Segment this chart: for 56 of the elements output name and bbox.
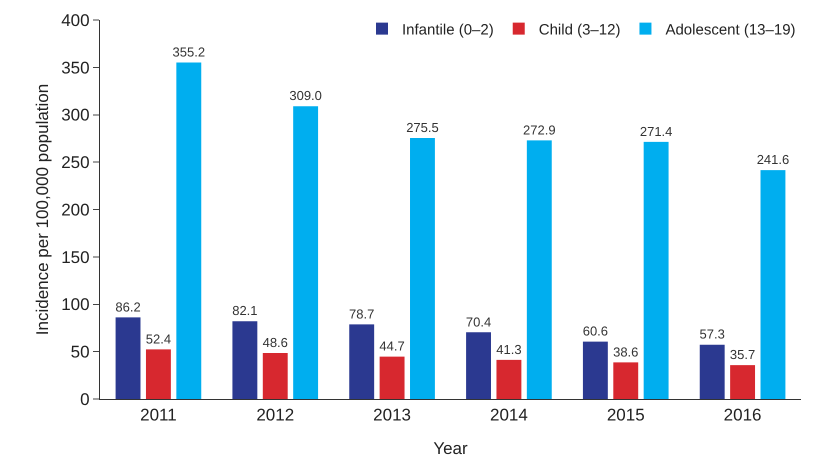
y-tick-label: 350 — [61, 58, 90, 78]
x-tick-label: 2014 — [490, 405, 528, 424]
x-tick-label: 2012 — [256, 405, 294, 424]
bar — [146, 349, 171, 399]
data-label: 60.6 — [582, 324, 608, 339]
legend-label: Child (3–12) — [538, 22, 620, 39]
bar — [613, 362, 638, 399]
bar — [730, 365, 756, 399]
legend-label: Adolescent (13–19) — [665, 22, 796, 39]
y-tick-label: 150 — [61, 248, 90, 267]
data-label: 70.4 — [466, 314, 492, 330]
data-label: 271.4 — [640, 124, 672, 139]
x-tick-label: 2016 — [724, 405, 762, 424]
data-label: 57.3 — [700, 326, 725, 342]
data-label: 355.2 — [172, 44, 206, 60]
data-label: 272.9 — [523, 122, 556, 138]
y-tick-label: 300 — [61, 106, 90, 125]
data-label: 52.4 — [146, 331, 172, 346]
bar — [410, 138, 435, 399]
y-tick-label: 400 — [61, 10, 90, 30]
bar — [496, 360, 522, 399]
y-tick-label: 0 — [80, 390, 90, 409]
y-tick-label: 50 — [70, 342, 90, 362]
data-label: 82.1 — [232, 303, 258, 318]
data-label: 78.7 — [349, 306, 374, 322]
data-label: 38.6 — [613, 344, 638, 360]
x-axis-title: Year — [433, 438, 468, 458]
bar — [232, 321, 258, 399]
data-label: 35.7 — [730, 347, 756, 362]
y-tick-label: 250 — [61, 153, 90, 172]
data-label: 44.7 — [379, 338, 405, 354]
legend-label: Infantile (0–2) — [402, 22, 494, 39]
data-label: 48.6 — [262, 334, 288, 350]
y-axis-title: Incidence per 100,000 population — [32, 84, 52, 336]
data-label: 275.5 — [406, 120, 439, 135]
y-tick-label: 200 — [61, 200, 90, 220]
bar — [582, 342, 608, 399]
data-label: 241.6 — [756, 152, 790, 168]
bar — [293, 106, 318, 399]
bar — [466, 332, 491, 399]
bar — [349, 324, 374, 399]
bar — [116, 317, 140, 399]
bar — [526, 140, 552, 399]
x-tick-label: 2015 — [606, 405, 645, 424]
bar — [760, 170, 786, 399]
data-label: 86.2 — [115, 299, 141, 314]
x-tick-label: 2013 — [373, 405, 411, 424]
y-tick-label: 100 — [61, 295, 90, 314]
x-tick-label: 2011 — [140, 405, 177, 424]
bar — [700, 344, 725, 399]
bar — [262, 352, 288, 399]
bar — [380, 356, 405, 399]
bar — [644, 142, 669, 399]
bar — [176, 62, 202, 399]
data-label: 41.3 — [496, 342, 522, 357]
data-label: 309.0 — [289, 88, 322, 104]
